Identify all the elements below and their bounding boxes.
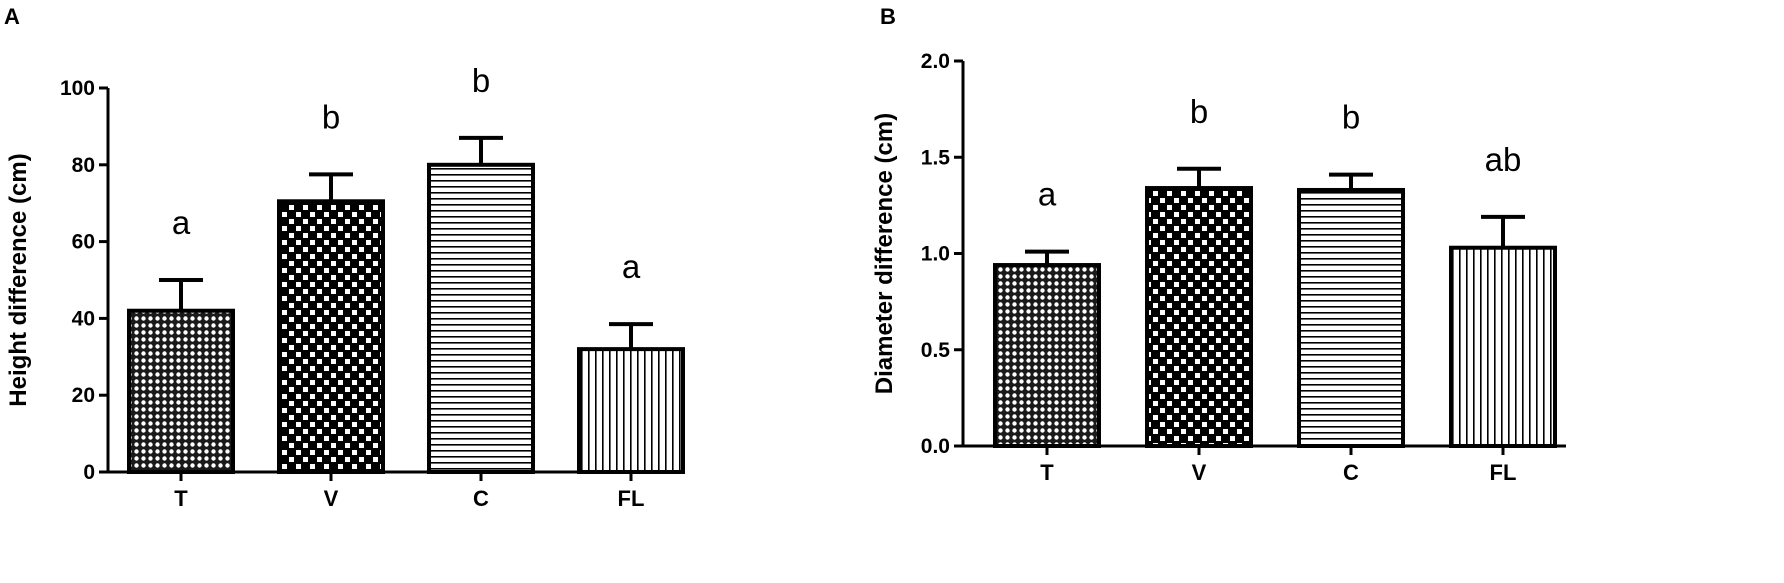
y-tick-label: 20 <box>72 384 95 407</box>
bar-fl <box>1449 245 1557 448</box>
significance-label-c: b <box>472 62 490 99</box>
significance-label-v: b <box>322 98 340 135</box>
significance-label-c: b <box>1342 99 1360 136</box>
bar-fl <box>577 347 685 474</box>
significance-label-t: a <box>172 204 191 241</box>
x-tick-label-v: V <box>1192 460 1207 485</box>
x-tick-label-t: T <box>174 486 188 511</box>
y-axis-title: Diameter difference (cm) <box>871 113 898 394</box>
bar-v <box>1145 186 1253 449</box>
panel-label-a: A <box>4 4 20 29</box>
y-tick-label: 2.0 <box>921 50 950 73</box>
bar-t <box>127 308 235 474</box>
y-tick-label: 80 <box>72 154 95 177</box>
y-tick-label: 0 <box>83 461 95 484</box>
y-tick-label: 1.0 <box>921 243 950 266</box>
panel-label-b: B <box>880 4 896 29</box>
diameter-difference-chart: Diameter difference (cm) 0.0 0.5 1.0 1.5 2.0 a… <box>871 50 1566 485</box>
y-tick-label: 60 <box>72 231 95 254</box>
x-tick-label-t: T <box>1040 460 1054 485</box>
x-tick-label-v: V <box>324 486 339 511</box>
x-tick-label-fl: FL <box>1490 460 1517 485</box>
significance-label-fl: ab <box>1485 141 1522 178</box>
bar-t <box>993 263 1101 448</box>
x-tick-label-c: C <box>1343 460 1359 485</box>
bar-c <box>1297 187 1405 448</box>
significance-label-v: b <box>1190 93 1208 130</box>
y-tick-label: 100 <box>60 77 95 100</box>
y-tick-label: 0.0 <box>921 435 950 458</box>
bar-c <box>427 162 535 475</box>
bar-v <box>277 199 385 474</box>
x-tick-label-fl: FL <box>618 486 645 511</box>
x-tick-label-c: C <box>473 486 489 511</box>
height-difference-chart: Height difference (cm) 0 20 40 60 80 100 a Tb Vb C… <box>5 62 685 511</box>
y-tick-label: 40 <box>72 307 95 330</box>
significance-label-t: a <box>1038 176 1057 213</box>
y-tick-label: 1.5 <box>921 146 951 169</box>
y-tick-label: 0.5 <box>921 339 951 362</box>
y-axis-title: Height difference (cm) <box>5 153 32 406</box>
panel-b: B Diameter difference (cm) 0.0 0.5 1.0 1.5 2.… <box>871 0 1784 583</box>
significance-label-fl: a <box>622 248 641 285</box>
